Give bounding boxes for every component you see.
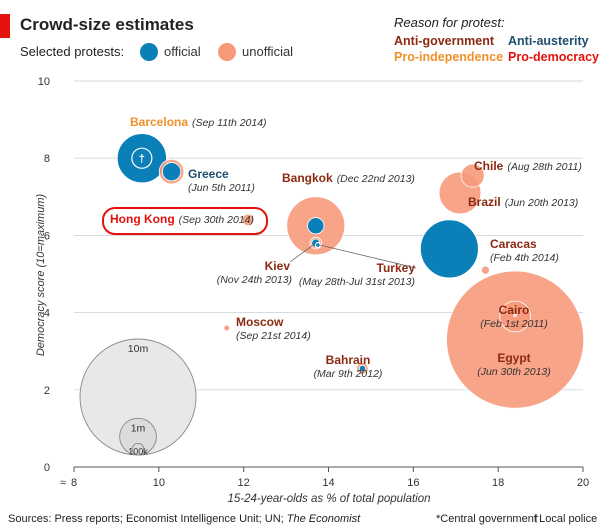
legend-unofficial-dot	[218, 43, 236, 61]
selected-protests-label: Selected protests:	[20, 44, 125, 59]
legend-official-dot	[140, 43, 158, 61]
bubble-unofficial	[460, 163, 485, 188]
x-tick-label: 20	[577, 477, 589, 489]
size-key-label: 10m	[128, 343, 149, 355]
sources-economist: The Economist	[286, 513, 361, 525]
bubble-official	[116, 133, 167, 184]
point-date: (Jun 30th 2013)	[477, 366, 551, 378]
size-key-label: 100k	[128, 446, 148, 456]
point-date: (Sep 30th 2014)	[179, 214, 254, 226]
x-tick-label: 10	[153, 477, 165, 489]
point-label-kiev: Kiev	[265, 259, 291, 273]
point-date: (Sep 11th 2014)	[192, 117, 267, 129]
point-label-brazil: Brazil (Jun 20th 2013)	[468, 195, 578, 209]
y-tick-label: 0	[44, 462, 50, 474]
point-label-bahrain: Bahrain	[326, 353, 371, 367]
sources-text: Sources: Press reports; Economist Intell…	[8, 513, 287, 525]
bubble-unofficial	[480, 265, 490, 275]
brand-bar	[0, 14, 10, 38]
bubble-unofficial	[241, 213, 255, 227]
point-label-cairo: Cairo	[499, 303, 530, 317]
bubble-official	[358, 364, 367, 373]
axis-break-icon: ≈	[60, 477, 66, 489]
bubble-official	[307, 217, 325, 235]
leader-line	[319, 244, 417, 269]
size-key-label: 1m	[131, 422, 146, 434]
official-marker: *	[513, 311, 518, 323]
sources-note: Sources: Press reports; Economist Intell…	[8, 513, 360, 525]
footnote-police: †Local police	[533, 513, 598, 525]
y-tick-label: 2	[44, 385, 50, 397]
point-date: (Jun 20th 2013)	[505, 197, 579, 209]
point-label-barcelona: Barcelona (Sep 11th 2014)	[130, 115, 267, 129]
leader-line	[289, 242, 316, 263]
legend-official-label: official	[164, 44, 201, 59]
reason-pro-independence: Pro-independence	[394, 50, 504, 64]
point-label-turkey: Turkey	[377, 261, 416, 275]
y-tick-label: 8	[44, 153, 50, 165]
bubble-official	[161, 162, 182, 182]
point-label-caracas: Caracas	[490, 237, 537, 251]
footnote-central: *Central government	[436, 513, 537, 525]
bubble-official	[419, 219, 479, 279]
point-date: (Jun 5th 2011)	[188, 182, 255, 194]
chart-title: Crowd-size estimates	[20, 15, 194, 34]
y-tick-label: 6	[44, 230, 50, 242]
x-tick-label: 18	[492, 477, 504, 489]
point-date: (Aug 28th 2011)	[507, 161, 582, 173]
marker-ring	[131, 147, 153, 169]
point-date: (May 28th-Jul 31st 2013)	[299, 276, 415, 288]
legend-unofficial-label: unofficial	[242, 44, 294, 59]
point-date: (Feb 4th 2014)	[490, 252, 559, 264]
bubble-unofficial	[499, 300, 531, 333]
point-label-greece: Greece	[188, 167, 229, 181]
point-date: (Feb 1st 2011)	[480, 318, 548, 330]
point-label-hong-kong: Hong Kong (Sep 30th 2014)	[110, 212, 254, 226]
point-date: (Sep 21st 2014)	[236, 330, 311, 342]
highlight-outline	[102, 207, 268, 235]
x-tick-label: 8	[71, 477, 77, 489]
y-tick-label: 10	[38, 76, 50, 88]
bubble-unofficial	[446, 270, 585, 409]
y-tick-label: 4	[44, 308, 50, 320]
point-date: (Nov 24th 2013)	[217, 274, 292, 286]
bubble-official	[315, 242, 321, 248]
point-label-bangkok: Bangkok (Dec 22nd 2013)	[282, 171, 415, 185]
y-axis-label: Democracy score (10=maximum)	[35, 194, 47, 357]
bubble-unofficial	[223, 324, 231, 332]
x-tick-label: 14	[322, 477, 334, 489]
point-label-chile: Chile (Aug 28th 2011)	[474, 159, 582, 173]
point-date: (Dec 22nd 2013)	[337, 173, 415, 185]
x-tick-label: 16	[407, 477, 419, 489]
reason-pro-democracy: Pro-democracy	[508, 50, 600, 64]
reason-anti-government: Anti-government	[394, 34, 494, 48]
reason-legend-title: Reason for protest:	[394, 15, 505, 30]
point-label-moscow: Moscow	[236, 315, 284, 329]
size-key-circle	[131, 442, 145, 456]
x-axis-label: 15-24-year-olds as % of total population	[227, 493, 430, 505]
point-label-egypt: Egypt	[497, 351, 530, 365]
point-date: (Mar 9th 2012)	[314, 368, 383, 380]
official-marker: †	[139, 153, 145, 165]
x-tick-label: 12	[238, 477, 250, 489]
reason-anti-austerity: Anti-austerity	[508, 34, 589, 48]
